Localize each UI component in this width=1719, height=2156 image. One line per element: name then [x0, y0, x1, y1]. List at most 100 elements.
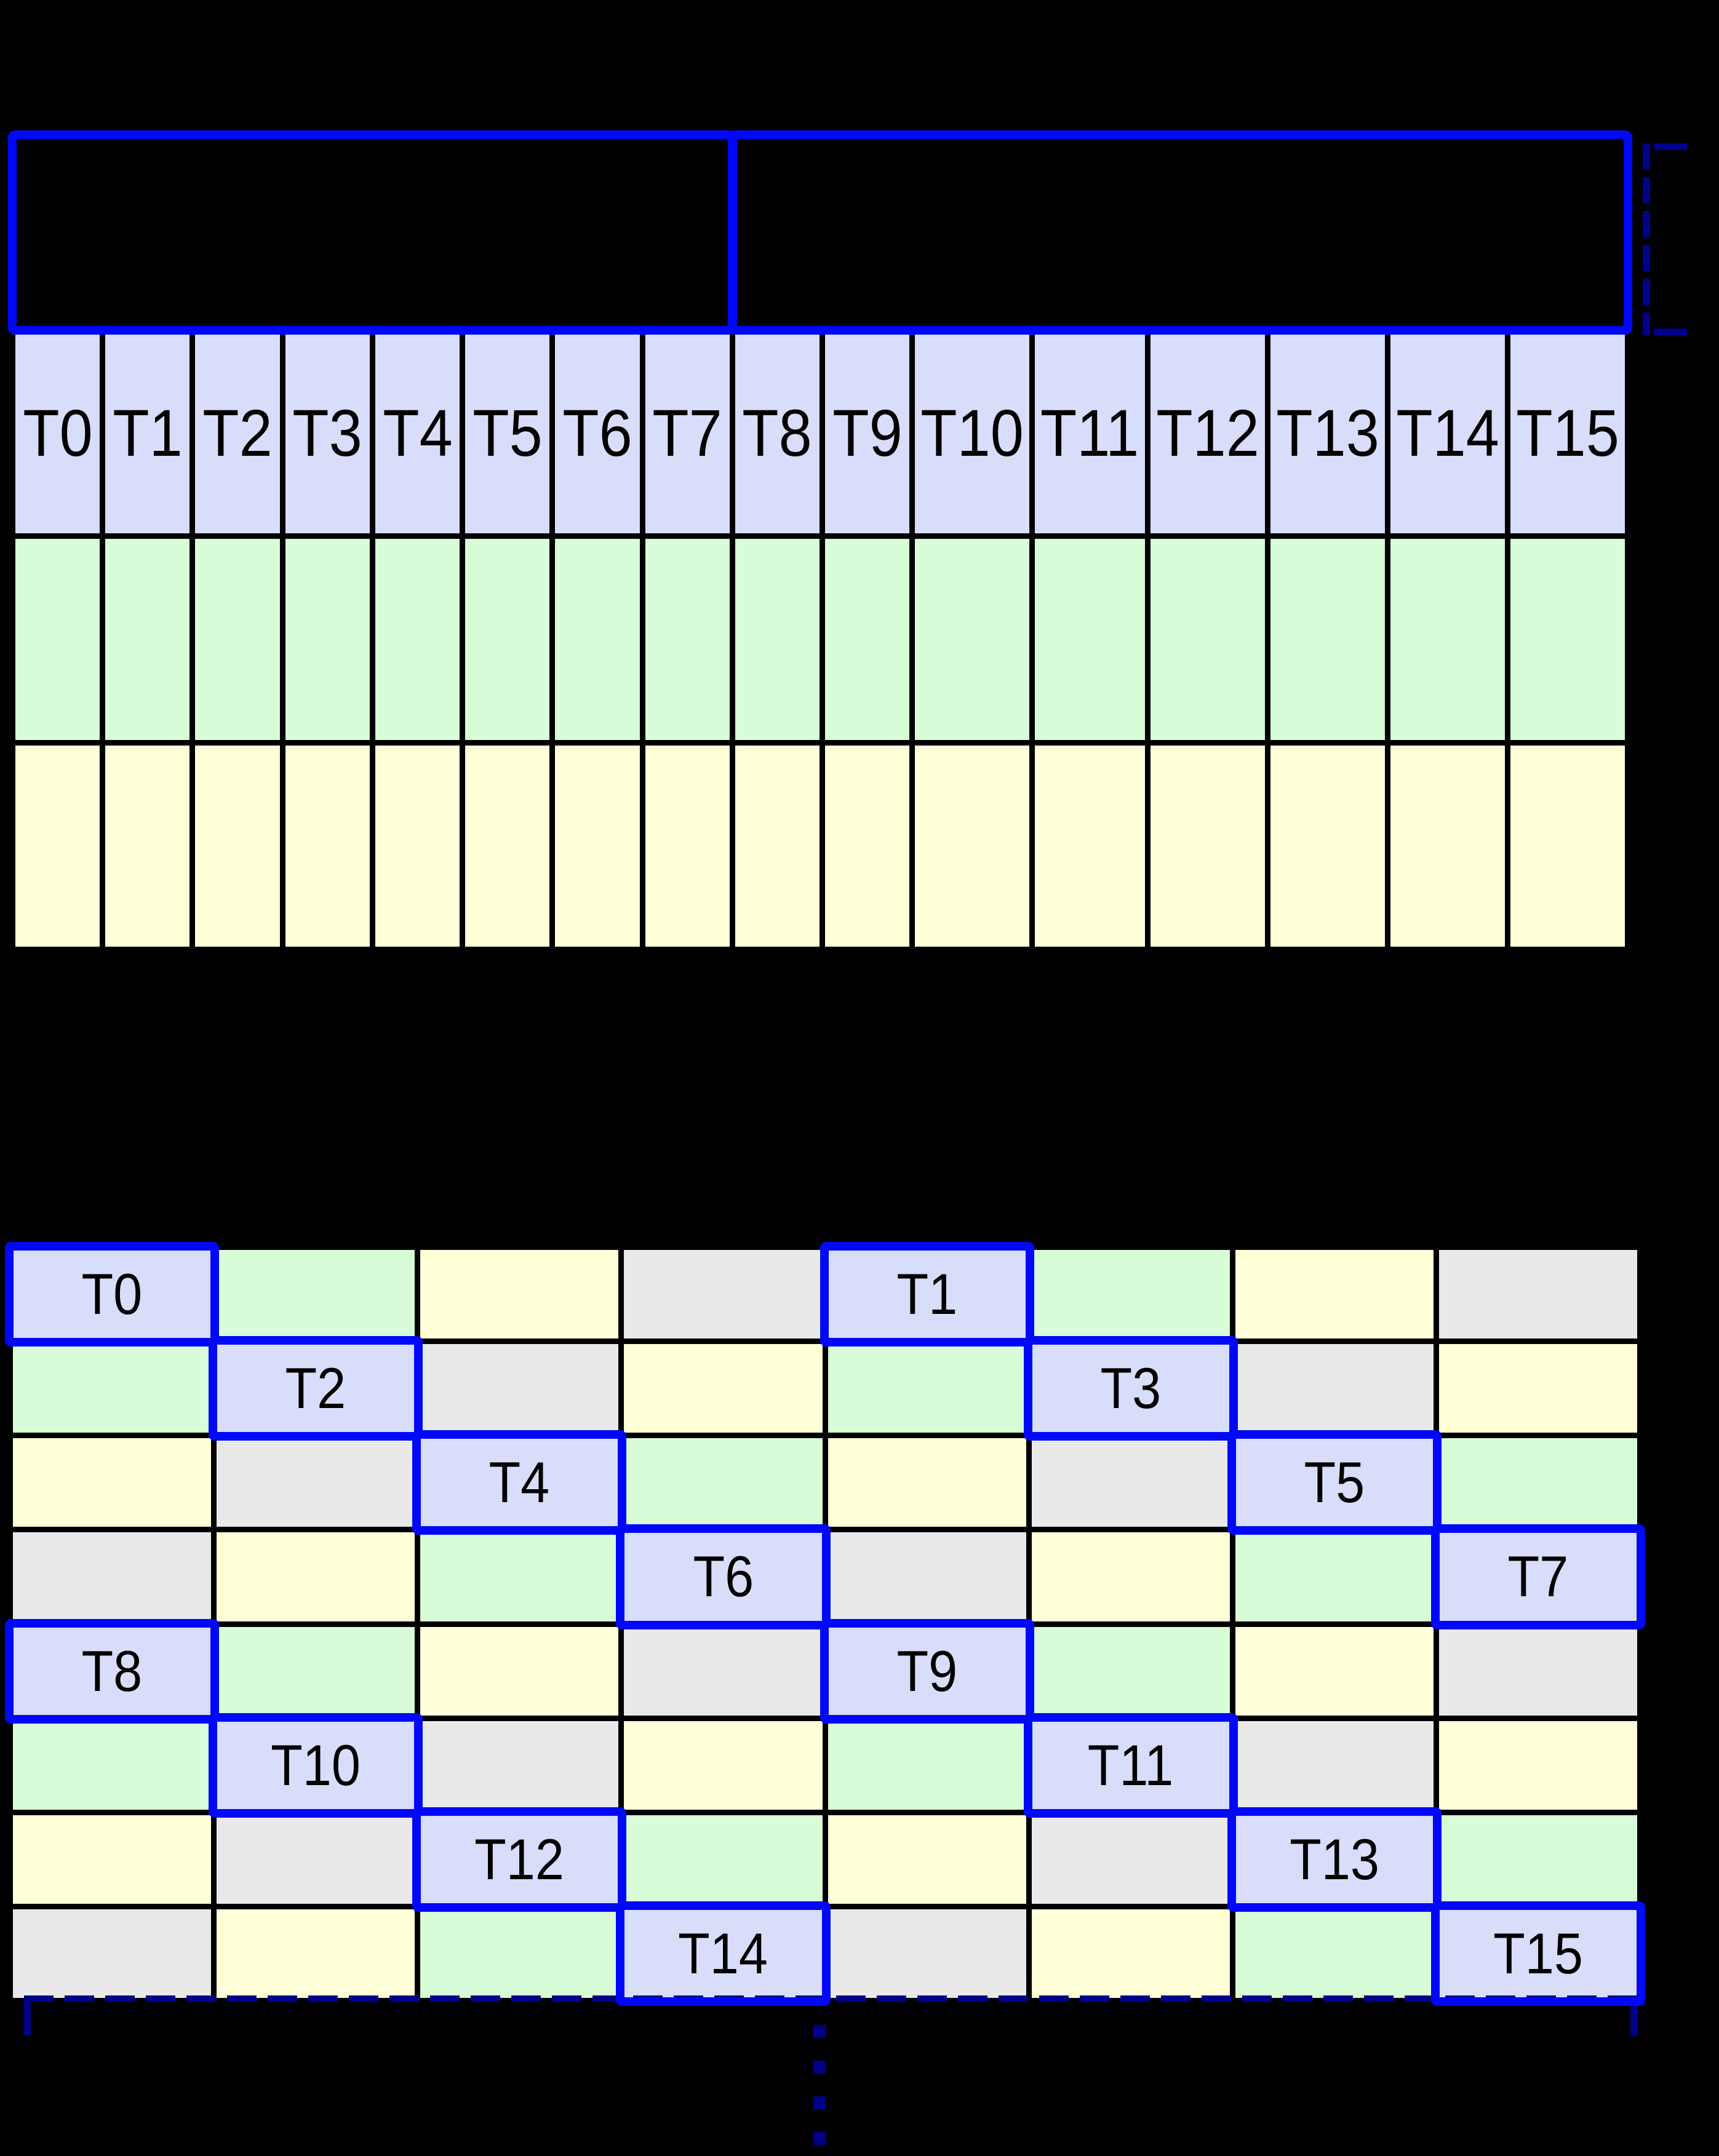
- bank-cell: [1235, 1250, 1434, 1339]
- bank-cell: [1270, 539, 1385, 740]
- thread-label: T4: [489, 1450, 550, 1515]
- bank-cell: T5: [1235, 1438, 1434, 1527]
- bank-cell: [555, 746, 640, 947]
- thread-label: T2: [202, 396, 273, 470]
- thread-cell: T11: [1035, 332, 1145, 533]
- thread-cell: T10: [915, 332, 1030, 533]
- array-span-bracket-tick-left-icon: [24, 2002, 31, 2035]
- bank-cell: [13, 1438, 212, 1527]
- bank-cell: [420, 1250, 619, 1339]
- bank-cell: T14: [624, 1909, 823, 1998]
- bank-cell: T8: [13, 1626, 212, 1716]
- bank-cell: [465, 539, 550, 740]
- bank-cell: [1031, 1815, 1230, 1904]
- bank-cell: [828, 1438, 1026, 1527]
- thread-cell: T7: [645, 332, 730, 533]
- thread-cell: T9: [825, 332, 910, 533]
- bank-cell: [1235, 1909, 1434, 1998]
- thread-label: T6: [562, 396, 632, 470]
- thread-cell: T15: [1510, 332, 1625, 533]
- bank-cell: T12: [420, 1815, 619, 1904]
- thread-label: T1: [896, 1262, 957, 1327]
- bank-cell: T10: [217, 1720, 415, 1810]
- bank-cell: [1438, 1626, 1637, 1716]
- bank-cell: [1235, 1532, 1434, 1621]
- thread-label: T7: [1507, 1544, 1569, 1609]
- bank-cell: [420, 1909, 619, 1998]
- bank-cell: [375, 746, 460, 947]
- bank-cell: [624, 1344, 823, 1433]
- thread-label: T8: [81, 1638, 143, 1703]
- thread-label: T11: [1040, 396, 1139, 470]
- bank-cell: [420, 1344, 619, 1433]
- bank-cell: [1390, 746, 1505, 947]
- thread-cell: T1: [105, 332, 190, 533]
- thread-cell: T4: [375, 332, 460, 533]
- bank-cell: T4: [420, 1438, 619, 1527]
- bank-cell: [1510, 746, 1625, 947]
- thread-label: T3: [292, 396, 363, 470]
- thread-cell: T2: [195, 332, 280, 533]
- thread-label: T5: [473, 396, 543, 470]
- thread-label: T15: [1493, 1920, 1583, 1986]
- bank-cell: [624, 1815, 823, 1904]
- bank-cell: [1035, 746, 1145, 947]
- thread-label: T14: [678, 1920, 768, 1986]
- bank-cell: [13, 1532, 212, 1621]
- thread-label: T15: [1516, 396, 1619, 470]
- bank-cell: [465, 746, 550, 947]
- bank-cell: T11: [1031, 1720, 1230, 1810]
- bank-cell: [1270, 746, 1385, 947]
- bank-cell: T3: [1031, 1344, 1230, 1433]
- bank-cell: [1438, 1344, 1637, 1433]
- thread-label: T7: [652, 396, 722, 470]
- bank-cell: [645, 746, 730, 947]
- bank-cell: T15: [1438, 1909, 1637, 1998]
- thread-bank-grid: T0 T1 T2 T3 T4 T5 T6 T7 T8 T9 T10 T11 T12 T13 T14 T15: [8, 130, 1632, 947]
- thread-group-frame: [727, 130, 1632, 335]
- bank-cell: [645, 539, 730, 740]
- bank-cell: [624, 1626, 823, 1716]
- bank-cell: [105, 746, 190, 947]
- bank-cell: [1235, 1720, 1434, 1810]
- bank-cell: [1031, 1438, 1230, 1527]
- bank-cell: [828, 1344, 1026, 1433]
- thread-cell: T8: [735, 332, 820, 533]
- bank-cell: [1150, 539, 1265, 740]
- bank-cell: [624, 1720, 823, 1810]
- bank-cell: [420, 1532, 619, 1621]
- bank-cell: [1031, 1626, 1230, 1716]
- bank-cell: [217, 1532, 415, 1621]
- bank-cell: [1390, 539, 1505, 740]
- row-span-bracket-icon: [1643, 143, 1650, 335]
- bank-cell: T9: [828, 1626, 1026, 1716]
- bank-cell: [828, 1720, 1026, 1810]
- bank-cell: [1150, 746, 1265, 947]
- bank-cell: [195, 539, 280, 740]
- thread-cell: T14: [1390, 332, 1505, 533]
- bank-cell: [1438, 1438, 1637, 1527]
- bank-cell: [735, 746, 820, 947]
- bank-cell: [285, 746, 370, 947]
- thread-cell: T0: [15, 332, 100, 533]
- bank-cell: [1438, 1720, 1637, 1810]
- xor-permuted-bank-grid: T0 T1 T2 T3 T4 T5 T6 T7 T8 T9 T10 T11 T12 T13 T14 T15: [5, 1242, 1645, 2006]
- thread-label: T12: [474, 1826, 565, 1891]
- bank-cell: [217, 1250, 415, 1339]
- bank-cell: [13, 1815, 212, 1904]
- thread-label: T11: [1087, 1732, 1174, 1797]
- bank-cell: [13, 1344, 212, 1433]
- thread-label: T13: [1275, 396, 1379, 470]
- bank-cell: T7: [1438, 1532, 1637, 1621]
- bank-cell: [555, 539, 640, 740]
- bank-cell: [624, 1250, 823, 1339]
- array-span-bracket-icon: [24, 1995, 1637, 2002]
- thread-label: T12: [1155, 396, 1259, 470]
- thread-label: T8: [742, 396, 813, 470]
- bank-cell: [828, 1532, 1026, 1621]
- bank-cell: [217, 1815, 415, 1904]
- bank-cell: [1438, 1815, 1637, 1904]
- thread-label: T10: [920, 396, 1024, 470]
- bank-cell: [735, 539, 820, 740]
- thread-label: T0: [81, 1262, 143, 1327]
